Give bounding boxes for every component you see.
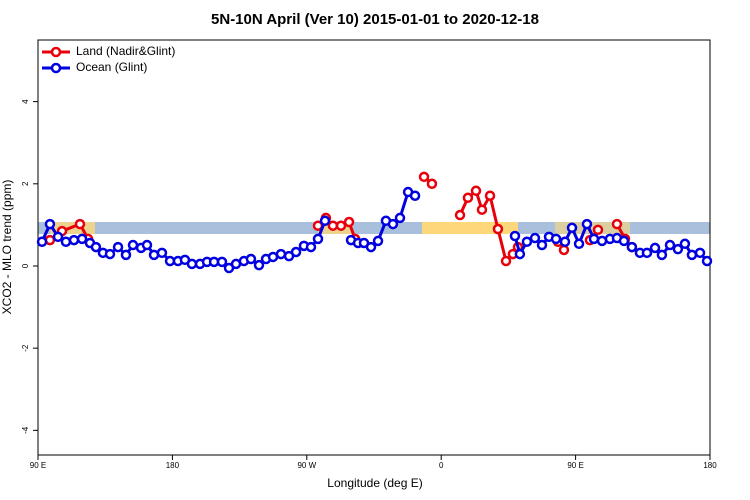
point	[462, 192, 474, 204]
point	[335, 220, 347, 231]
point	[312, 233, 324, 245]
point	[418, 171, 430, 183]
y-tick-label: -4	[21, 426, 30, 434]
point	[68, 234, 80, 246]
point	[253, 259, 265, 271]
x-tick-label: 90 E	[567, 461, 583, 470]
y-axis-label: XCO2 - MLO trend (ppm)	[0, 180, 14, 315]
point	[529, 232, 541, 244]
point	[387, 218, 399, 230]
point	[566, 222, 578, 234]
point	[186, 258, 198, 270]
point	[52, 231, 64, 243]
point	[409, 190, 421, 201]
point	[104, 248, 116, 260]
y-tick-label: 4	[21, 99, 30, 104]
point	[611, 218, 623, 230]
point	[141, 239, 153, 251]
point	[686, 249, 698, 261]
point	[514, 248, 526, 260]
point	[618, 235, 630, 247]
legend-marker	[50, 62, 62, 74]
chart-title: 5N-10N April (Ver 10) 2015-01-01 to 2020…	[211, 11, 539, 28]
point	[536, 239, 548, 251]
x-tick-label: 180	[166, 461, 180, 470]
point	[372, 235, 384, 247]
x-axis-label: Longitude (deg E)	[327, 476, 422, 490]
point	[470, 185, 482, 197]
point	[476, 204, 488, 215]
point	[509, 230, 521, 242]
point	[626, 241, 638, 253]
x-tick-label: 180	[703, 461, 717, 470]
x-tick-label: 90 E	[30, 461, 46, 470]
point	[36, 236, 48, 247]
point	[656, 249, 668, 261]
point	[558, 244, 570, 256]
point	[500, 255, 512, 267]
point	[672, 243, 684, 255]
point	[701, 255, 713, 267]
point	[290, 246, 302, 258]
point	[426, 178, 438, 190]
point	[90, 241, 102, 253]
point	[492, 223, 504, 235]
point	[484, 190, 496, 201]
x-tick-label: 0	[439, 461, 444, 470]
point	[44, 218, 56, 230]
point	[588, 233, 600, 245]
plot-frame	[37, 39, 711, 456]
point	[319, 215, 331, 227]
point	[664, 239, 676, 251]
legend-label: Land (Nadir&Glint)	[76, 44, 175, 58]
point	[120, 249, 132, 261]
point	[112, 241, 124, 253]
point	[559, 236, 571, 247]
point	[454, 209, 466, 221]
map-strip	[38, 222, 710, 234]
point	[305, 241, 317, 253]
point	[521, 236, 533, 247]
point	[275, 248, 287, 260]
point	[649, 242, 661, 254]
point	[245, 253, 257, 265]
point	[694, 247, 706, 259]
point	[327, 220, 339, 231]
point	[581, 218, 593, 230]
point	[74, 218, 86, 230]
point	[60, 236, 72, 247]
point	[573, 238, 585, 250]
legend-marker	[50, 46, 62, 58]
point	[679, 238, 691, 250]
point	[76, 233, 88, 245]
y-tick-label: 0	[21, 263, 30, 268]
point	[641, 247, 653, 259]
point	[365, 241, 377, 253]
legend-label: Ocean (Glint)	[76, 60, 147, 74]
point	[394, 212, 406, 224]
point	[550, 233, 562, 245]
point	[592, 224, 604, 236]
y-tick-label: -2	[21, 344, 30, 352]
point	[156, 247, 168, 259]
point	[127, 239, 139, 251]
point	[343, 216, 355, 228]
point	[216, 256, 228, 268]
x-tick-label: 90 W	[297, 461, 316, 470]
y-tick-label: 2	[21, 181, 30, 186]
